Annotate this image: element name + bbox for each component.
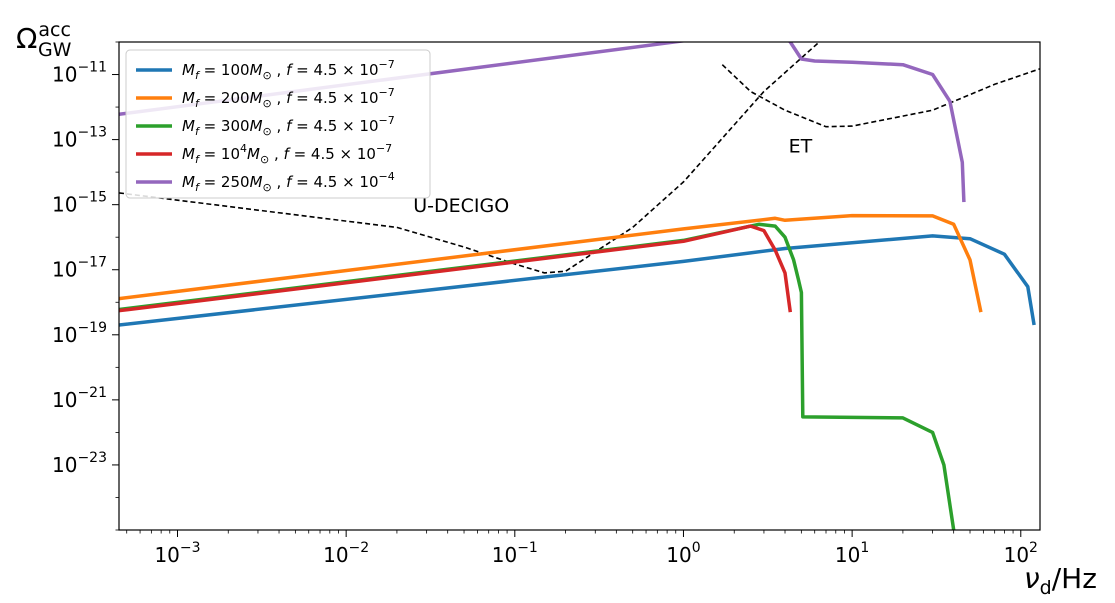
legend-box: [125, 49, 431, 199]
series-line-2: [119, 213, 983, 313]
axis-ticks: 10−3 10−2 10−1 100 101 102 10−23 10−21 10−19 10−1…: [52, 41, 1038, 567]
sensitivity-curve-u-decigo: [119, 42, 821, 274]
y-tick-label: 10−17: [52, 255, 107, 282]
series-line-3: [119, 222, 956, 530]
x-tick-label: 10−2: [323, 540, 369, 567]
y-tick-label: 10−13: [52, 125, 107, 152]
legend-label: Mf = 100M⊙ , f = 4.5 × 10−7: [182, 58, 395, 82]
y-tick-label: 10−15: [52, 190, 107, 217]
series-line-5: [119, 42, 966, 203]
x-tick-label: 101: [835, 540, 869, 567]
series-line-1: [119, 234, 1036, 327]
y-tick-label: 10−19: [52, 320, 107, 347]
legend-label: Mf = 200M⊙ , f = 4.5 × 10−7: [182, 86, 395, 110]
x-tick-label: 10−3: [154, 540, 200, 567]
annotations: U-DECIGO ET: [413, 136, 812, 217]
legend-label: Mf = 300M⊙ , f = 4.5 × 10−7: [182, 114, 395, 138]
x-axis-label: νd/Hz: [1024, 562, 1097, 599]
x-tick-label: 10−1: [492, 540, 538, 567]
y-tick-label: 10−11: [52, 60, 107, 87]
series-line-4: [119, 224, 793, 313]
x-tick-label: 100: [666, 540, 700, 567]
sensitivity-curve-et: [721, 64, 1040, 128]
legend-label: Mf = 104M⊙ , f = 4.5 × 10−7: [182, 142, 392, 166]
y-axis-label: Ωacc GW: [16, 19, 72, 61]
data-series: [119, 42, 1036, 530]
annotation-et: ET: [789, 136, 813, 158]
legend: Mf = 100M⊙ , f = 4.5 × 10−7 Mf = 200M⊙ , …: [125, 49, 431, 199]
y-tick-label: 10−21: [52, 385, 107, 412]
annotation-u-decigo: U-DECIGO: [413, 195, 509, 217]
x-tick-label: 102: [1004, 540, 1038, 567]
y-tick-label: 10−23: [52, 450, 107, 477]
legend-label: Mf = 250M⊙ , f = 4.5 × 10−4: [182, 170, 395, 194]
plot-frame: [118, 41, 1041, 531]
sensitivity-curves: [119, 42, 1040, 274]
